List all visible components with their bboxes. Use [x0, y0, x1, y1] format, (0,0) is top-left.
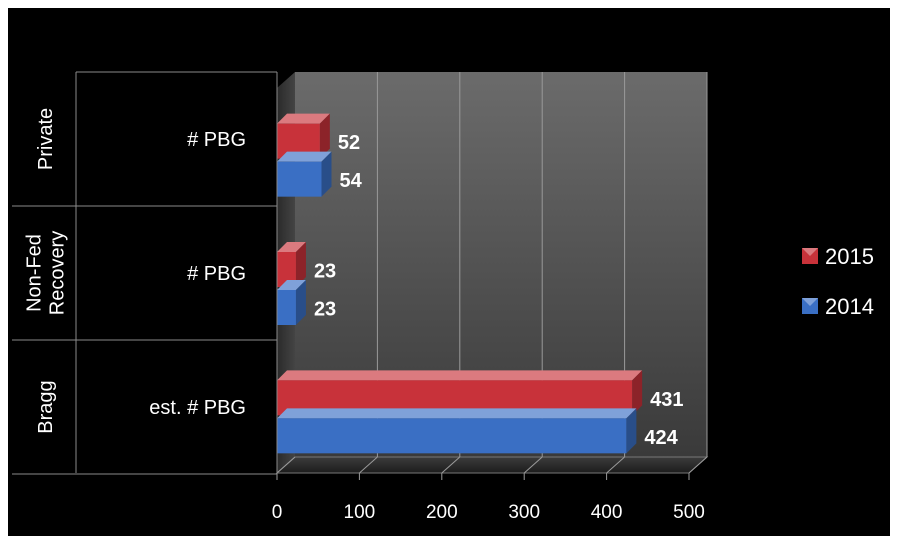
data-label: 431 — [650, 389, 683, 411]
bar-end-face — [295, 242, 306, 287]
category-label: # PBG — [187, 129, 246, 151]
floor-gridline — [276, 456, 296, 474]
x-tick-label: 0 — [272, 502, 283, 523]
x-tick-label: 200 — [426, 502, 458, 523]
bar-end-face — [626, 408, 637, 454]
bar-top-face — [277, 151, 332, 162]
category-label: # PBG — [187, 263, 246, 285]
bar-2015-1 — [277, 252, 296, 287]
bar-end-face — [319, 113, 330, 159]
plot-area: 0 100 200 300 400 500 431 424 23 23 52 54 — [272, 72, 709, 523]
floor — [275, 456, 709, 474]
group-label: Bragg — [35, 380, 57, 433]
bar-top-face — [277, 408, 637, 419]
floor-gridline — [359, 456, 378, 474]
x-tick-label: 500 — [673, 502, 705, 523]
legend-swatch-highlight — [802, 248, 818, 256]
floor-gridline — [606, 456, 625, 474]
legend-label: 2015 — [825, 244, 874, 269]
data-label: 23 — [314, 261, 336, 283]
bar-top-face — [277, 280, 306, 290]
category-labels: Private # PBG Non-Fed Recovery # PBG Bragg est… — [12, 71, 278, 475]
data-label: 424 — [644, 427, 678, 449]
bar-2014-2 — [277, 161, 322, 197]
x-tick-label: 100 — [344, 502, 376, 523]
category-label: est. # PBG — [149, 397, 246, 419]
legend-label: 2014 — [825, 294, 874, 319]
data-label: 54 — [339, 170, 362, 192]
group-label: Non-Fed — [24, 234, 46, 312]
bar-top-face — [277, 113, 330, 124]
floor-gridline — [523, 456, 543, 474]
floor-gridline — [441, 456, 461, 474]
group-label: Private — [35, 108, 57, 170]
bar-end-face — [295, 280, 306, 325]
data-label: 52 — [338, 132, 360, 154]
bar-end-face — [632, 370, 643, 416]
legend: 2015 2014 — [802, 244, 874, 319]
bar-top-face — [277, 242, 306, 252]
bar-end-face — [321, 151, 332, 197]
bar-2014-1 — [277, 290, 296, 325]
data-label: 23 — [314, 299, 336, 321]
legend-swatch-highlight — [802, 298, 818, 306]
floor-gridline — [688, 456, 708, 474]
group-label: Recovery — [47, 231, 69, 315]
bar-2014-0 — [277, 418, 627, 454]
bar-top-face — [277, 370, 643, 381]
x-tick-label: 300 — [508, 502, 540, 523]
x-tick-label: 400 — [591, 502, 623, 523]
